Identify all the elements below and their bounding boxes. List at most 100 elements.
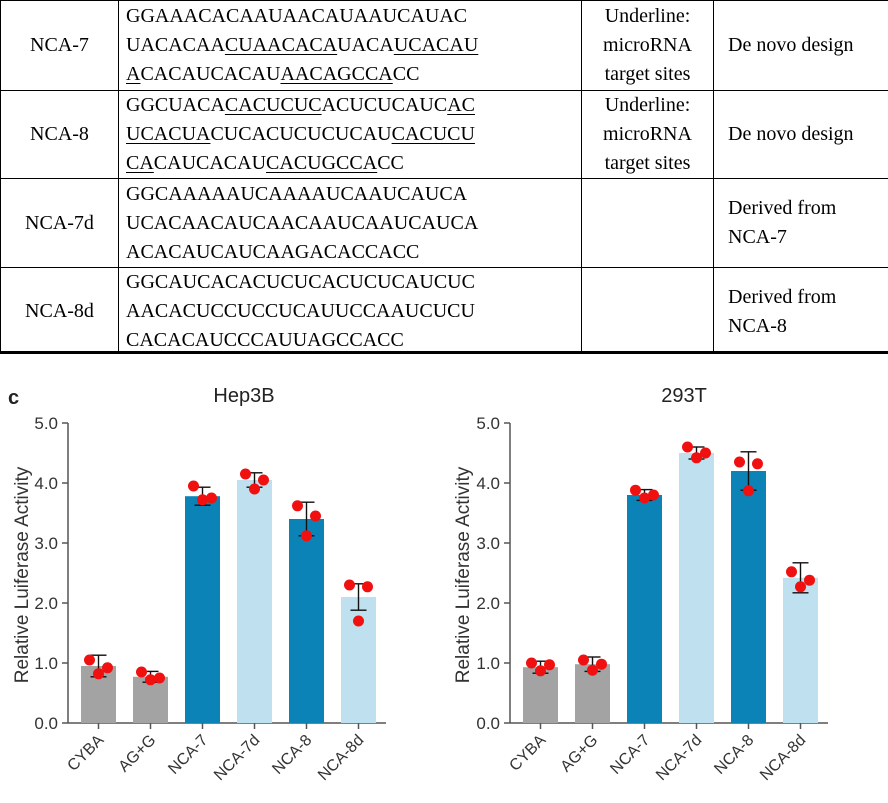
- chart-title: Hep3B: [213, 385, 274, 407]
- sequence-segment: UACA: [337, 34, 394, 56]
- y-axis-label: Relative Luiferase Activity: [12, 466, 33, 683]
- data-point: [596, 658, 607, 670]
- origin-line: De novo design: [728, 34, 854, 56]
- construct-name: NCA-7: [0, 0, 119, 91]
- bar: [523, 667, 558, 723]
- section-divider: [0, 351, 888, 354]
- data-point: [154, 672, 165, 684]
- microrna-target-site: UCACAU: [393, 34, 479, 56]
- data-point: [301, 530, 312, 542]
- sequence-line: GGCAAAAAUCAAAAUCAAUCAUCA: [126, 180, 581, 209]
- data-point: [786, 566, 797, 578]
- data-point: [249, 483, 260, 495]
- note-line: microRNA: [603, 34, 692, 56]
- x-tick-label: NCA-7: [165, 732, 211, 778]
- microrna-target-site: CACUGCCA: [266, 152, 378, 174]
- sequence-segment: CC: [392, 63, 420, 85]
- y-tick-label: 0.0: [34, 714, 58, 733]
- y-axis-label: Relative Luiferase Activity: [453, 466, 474, 683]
- sequence-line: UCACUACUCACUCUCUCAUCACUCU: [126, 120, 581, 149]
- sequence-segment: GGCUACA: [126, 94, 225, 116]
- data-point: [648, 489, 659, 501]
- data-point: [310, 510, 321, 522]
- chart-293t: 293T Relative Luiferase Activity 0.0 1.0 2.0…: [453, 385, 828, 784]
- y-tick-label: 4.0: [476, 474, 500, 493]
- x-tick-label: NCA-8: [711, 732, 757, 778]
- x-tick-label: NCA-7d: [211, 732, 263, 784]
- origin-cell: De novo design: [713, 90, 888, 179]
- note-line: Underline:: [604, 94, 691, 116]
- data-point: [292, 500, 303, 512]
- x-tick-label: AG+G: [558, 732, 602, 776]
- data-point: [526, 657, 537, 669]
- y-tick-label: 5.0: [34, 414, 58, 433]
- sequence-segment: AACACUCCUCCUCAUUCCAAUCUCU: [126, 300, 475, 322]
- x-tick-label: NCA-8d: [757, 732, 809, 784]
- data-point: [691, 452, 702, 464]
- sequence-line: UCACAACAUCAACAAUCAAUCAUCA: [126, 209, 581, 238]
- microrna-target-site: CACUCUC: [224, 94, 322, 116]
- data-point: [535, 665, 546, 677]
- origin-line: De novo design: [728, 123, 854, 145]
- sequence-line: UACACAACUAACACAUACAUCACAU: [126, 31, 581, 60]
- sequence-table: NCA-7 GGAAACACAAUAACAUAAUCAUAC UACACAACUAA…: [0, 0, 888, 352]
- data-point: [145, 674, 156, 686]
- sequence-segment: UACACAA: [126, 34, 225, 56]
- sequence-cell: GGCAUCACACUCUCACUCUCAUCUC AACACUCCUCCUCAU…: [118, 267, 582, 352]
- origin-line: NCA-7: [728, 226, 787, 248]
- data-point: [197, 494, 208, 506]
- origin-line: NCA-8: [728, 314, 787, 337]
- x-tick-label: CYBA: [64, 732, 107, 775]
- bar: [289, 519, 324, 723]
- data-point: [682, 441, 693, 453]
- table-row: NCA-7 GGAAACACAAUAACAUAAUCAUAC UACACAACUAA…: [0, 0, 888, 91]
- chart-title: 293T: [661, 385, 707, 407]
- sequence-segment: CC: [377, 152, 404, 174]
- y-tick-label: 0.0: [476, 714, 500, 733]
- microrna-target-site: CUAACACA: [224, 34, 338, 56]
- data-point: [578, 654, 589, 666]
- origin-line: Derived from: [728, 285, 837, 308]
- y-tick-label: 2.0: [34, 594, 58, 613]
- luciferase-charts: c Hep3B Relative Luiferase Activity 0.0 1.0…: [8, 385, 828, 784]
- sequence-segment: UCACAACAUCAACAAUCAAUCAUCA: [126, 211, 479, 234]
- bar: [731, 471, 766, 723]
- sequence-segment: CACACAUCCCAUUAGCCACC: [126, 329, 404, 351]
- table-row: NCA-8d GGCAUCACACUCUCACUCUCAUCUC AACACUCCU…: [0, 267, 888, 352]
- data-point: [206, 492, 217, 504]
- microrna-target-site: AACAGCCA: [280, 63, 393, 85]
- sequence-line: AACACUCCUCCUCAUUCCAAUCUCU: [126, 297, 581, 326]
- construct-name: NCA-8d: [0, 267, 119, 352]
- sequence-line: GGCUACACACUCUCACUCUCAUCAC: [126, 91, 581, 120]
- origin-cell: Derived from NCA-8: [713, 267, 888, 352]
- y-tick-label: 1.0: [34, 654, 58, 673]
- sequence-segment: CUCACUCUCUCAU: [210, 123, 392, 145]
- data-point: [734, 456, 745, 468]
- data-point: [804, 574, 815, 586]
- sequence-segment: CAUCACAU: [153, 152, 267, 174]
- data-point: [136, 666, 147, 678]
- sequence-line: ACACAUCAUCAAGACACCACC: [126, 238, 581, 267]
- microrna-target-site: UCACUA: [126, 123, 211, 145]
- note-line: target sites: [604, 152, 691, 174]
- sequence-cell: GGCUACACACUCUCACUCUCAUCAC UCACUACUCACUCUC…: [118, 90, 582, 179]
- sequence-line: CACAUCACAUCACUGCCACC: [126, 149, 581, 178]
- bar: [679, 453, 714, 723]
- construct-name: NCA-7d: [0, 178, 119, 268]
- y-tick-label: 3.0: [476, 534, 500, 553]
- data-point: [544, 659, 555, 671]
- bar: [185, 496, 220, 723]
- sequence-segment: ACUCUCAUC: [321, 94, 448, 116]
- data-point: [752, 458, 763, 470]
- y-tick-label: 5.0: [476, 414, 500, 433]
- sequence-line: CACACAUCCCAUUAGCCACC: [126, 326, 581, 352]
- bar: [783, 577, 818, 723]
- x-tick-label: NCA-8: [269, 732, 315, 778]
- bar: [627, 495, 662, 723]
- data-point: [188, 480, 199, 492]
- data-point: [700, 447, 711, 459]
- chart-hep3b: Hep3B Relative Luiferase Activity 0.0 1.0 2.…: [12, 385, 386, 784]
- data-point: [630, 484, 641, 496]
- note-cell: Underline: microRNA target sites: [581, 0, 714, 91]
- sequence-table-wrapper: NCA-7 GGAAACACAAUAACAUAAUCAUAC UACACAACUAA…: [0, 0, 888, 352]
